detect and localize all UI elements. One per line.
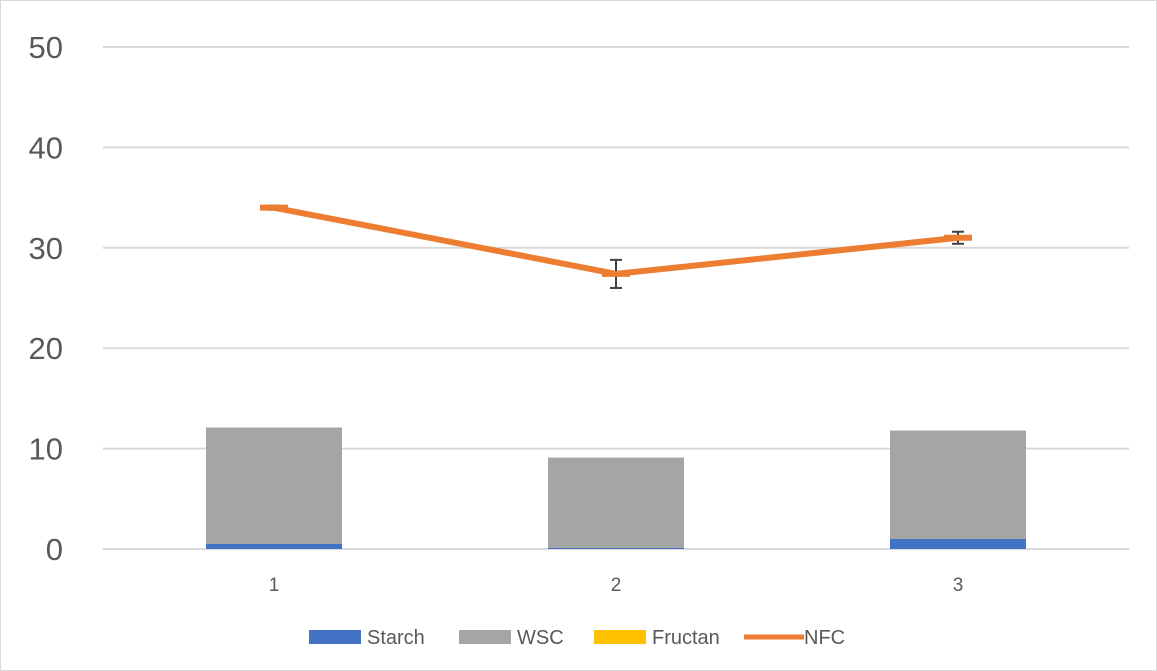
y-axis-ticks: 0 10 20 30 40 50 bbox=[29, 30, 63, 567]
x-tick-label: 3 bbox=[953, 575, 964, 596]
x-axis-ticks: 1 2 3 bbox=[269, 575, 964, 596]
legend-label: Fructan bbox=[652, 627, 720, 649]
legend-item-wsc: WSC bbox=[459, 627, 564, 649]
bars bbox=[206, 427, 1026, 549]
legend-item-nfc: NFC bbox=[744, 627, 845, 649]
bar-wsc-3 bbox=[890, 430, 1026, 539]
x-tick-label: 2 bbox=[611, 575, 622, 596]
x-tick-label: 1 bbox=[269, 575, 280, 596]
y-tick-label: 40 bbox=[29, 130, 63, 165]
legend-label: NFC bbox=[804, 627, 845, 649]
bar-wsc-1 bbox=[206, 427, 342, 544]
legend-item-starch: Starch bbox=[309, 627, 425, 649]
y-tick-label: 20 bbox=[29, 331, 63, 366]
bar-starch-2 bbox=[548, 547, 684, 549]
bar-starch-3 bbox=[890, 538, 1026, 549]
legend-item-fructan: Fructan bbox=[594, 627, 720, 649]
nfc-line-layer bbox=[260, 204, 972, 289]
y-tick-label: 0 bbox=[46, 532, 63, 567]
legend-swatch bbox=[309, 630, 361, 644]
legend-label: Starch bbox=[367, 627, 425, 649]
bar-wsc-2 bbox=[548, 457, 684, 548]
legend-label: WSC bbox=[517, 627, 564, 649]
legend-swatch bbox=[594, 630, 646, 644]
legend-swatch bbox=[459, 630, 511, 644]
bar-starch-1 bbox=[206, 543, 342, 549]
y-tick-label: 10 bbox=[29, 432, 63, 467]
y-tick-label: 30 bbox=[29, 231, 63, 266]
legend: Starch WSC Fructan NFC bbox=[309, 627, 845, 649]
y-tick-label: 50 bbox=[29, 30, 63, 65]
